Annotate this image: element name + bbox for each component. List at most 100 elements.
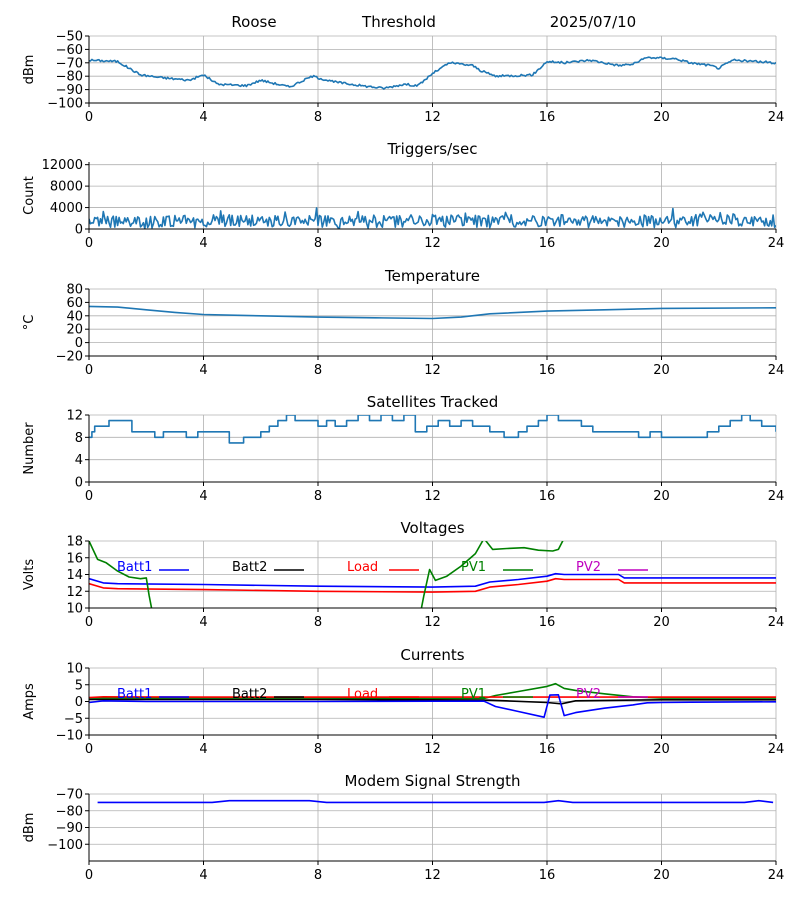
- y-axis-label: °C: [22, 315, 37, 331]
- x-tick-label: 24: [768, 615, 785, 630]
- x-tick-label: 24: [768, 868, 785, 883]
- y-tick-label: 20: [66, 323, 83, 338]
- series-line-threshold: [89, 56, 776, 90]
- x-tick-label: 8: [314, 110, 322, 125]
- y-tick-label: 0: [75, 695, 83, 710]
- x-tick-label: 8: [314, 742, 322, 757]
- y-tick-label: −20: [56, 350, 83, 365]
- y-tick-label: 0: [75, 336, 83, 351]
- y-tick-label: 40: [66, 309, 83, 324]
- x-tick-label: 4: [199, 742, 207, 757]
- x-tick-label: 20: [653, 236, 670, 251]
- y-tick-label: −10: [56, 729, 83, 744]
- series-line-batt2: [89, 698, 776, 705]
- y-tick-label: 12: [66, 409, 83, 424]
- x-tick-label: 20: [653, 868, 670, 883]
- y-tick-label: −60: [56, 43, 83, 58]
- y-axis-label: Count: [22, 176, 37, 215]
- y-tick-label: 4000: [50, 201, 83, 216]
- legend-label-pv1: PV1: [461, 687, 486, 702]
- y-tick-label: −80: [56, 70, 83, 85]
- legend-label-batt2: Batt2: [232, 687, 267, 702]
- chart-title: Currents: [400, 646, 464, 664]
- chart-title: Modem Signal Strength: [345, 772, 521, 790]
- x-tick-label: 24: [768, 742, 785, 757]
- y-tick-label: −100: [47, 97, 83, 112]
- x-tick-label: 8: [314, 868, 322, 883]
- x-tick-label: 24: [768, 236, 785, 251]
- x-tick-label: 12: [424, 615, 441, 630]
- x-tick-label: 8: [314, 489, 322, 504]
- x-tick-label: 16: [539, 742, 556, 757]
- y-tick-label: 14: [66, 568, 83, 583]
- x-tick-label: 0: [85, 110, 93, 125]
- x-tick-label: 16: [539, 868, 556, 883]
- x-tick-label: 0: [85, 742, 93, 757]
- y-tick-label: −80: [56, 804, 83, 819]
- x-tick-label: 4: [199, 110, 207, 125]
- y-tick-label: −70: [56, 788, 83, 803]
- y-tick-label: 12000: [42, 158, 83, 173]
- x-tick-label: 12: [424, 363, 441, 378]
- x-tick-label: 24: [768, 363, 785, 378]
- y-axis-label: Amps: [22, 683, 37, 720]
- panel-satellites: 0 4 8 12 16 20 24 12 8 4 0 Satellites Tracked Number: [22, 393, 784, 504]
- y-tick-label: −90: [56, 83, 83, 98]
- x-tick-label: 12: [424, 236, 441, 251]
- y-axis-label: Number: [22, 422, 37, 475]
- chart-title: Satellites Tracked: [367, 393, 498, 411]
- header-threshold: Threshold: [361, 13, 436, 31]
- x-tick-label: 20: [653, 615, 670, 630]
- series-line-pv1: [420, 541, 564, 608]
- y-tick-label: −70: [56, 56, 83, 71]
- legend-label-batt1: Batt1: [117, 560, 152, 575]
- series-line-modem: [97, 799, 774, 804]
- legend-label-pv1: PV1: [461, 560, 486, 575]
- series-line-triggers: [89, 207, 776, 229]
- x-tick-label: 20: [653, 489, 670, 504]
- x-tick-label: 24: [768, 110, 785, 125]
- chart-title: Triggers/sec: [387, 140, 478, 158]
- x-tick-label: 4: [199, 868, 207, 883]
- x-tick-label: 4: [199, 615, 207, 630]
- y-tick-label: −100: [47, 838, 83, 853]
- series-line-temperature: [89, 305, 776, 320]
- x-tick-label: 0: [85, 489, 93, 504]
- x-tick-label: 12: [424, 742, 441, 757]
- x-tick-label: 4: [199, 236, 207, 251]
- legend-label-batt1: Batt1: [117, 687, 152, 702]
- y-tick-label: 18: [66, 535, 83, 550]
- y-axis-label: Volts: [22, 559, 37, 591]
- y-tick-label: 5: [75, 678, 83, 693]
- chart-title: Voltages: [400, 519, 464, 537]
- header-station: Roose: [231, 13, 276, 31]
- x-tick-label: 4: [199, 489, 207, 504]
- series-line-batt1: [89, 693, 776, 719]
- y-tick-label: 0: [75, 476, 83, 491]
- y-tick-label: −90: [56, 821, 83, 836]
- series-line-load: [89, 695, 776, 699]
- x-tick-label: 16: [539, 363, 556, 378]
- x-tick-label: 16: [539, 615, 556, 630]
- x-tick-label: 20: [653, 742, 670, 757]
- panel-triggers: 0 4 8 12 16 20 24 12000 8000 4000 0 Triggers/sec Cou…: [22, 140, 784, 251]
- x-tick-label: 16: [539, 236, 556, 251]
- y-tick-label: 8: [75, 431, 83, 446]
- y-tick-label: 60: [66, 296, 83, 311]
- x-tick-label: 0: [85, 363, 93, 378]
- x-tick-label: 20: [653, 110, 670, 125]
- x-tick-label: 0: [85, 236, 93, 251]
- legend-label-load: Load: [347, 560, 378, 575]
- y-tick-label: 10: [66, 602, 83, 617]
- y-tick-label: 12: [66, 585, 83, 600]
- x-tick-label: 0: [85, 868, 93, 883]
- x-tick-label: 12: [424, 489, 441, 504]
- y-tick-label: −50: [56, 30, 83, 45]
- series-line-load: [89, 577, 776, 593]
- y-axis-label: dBm: [22, 813, 37, 843]
